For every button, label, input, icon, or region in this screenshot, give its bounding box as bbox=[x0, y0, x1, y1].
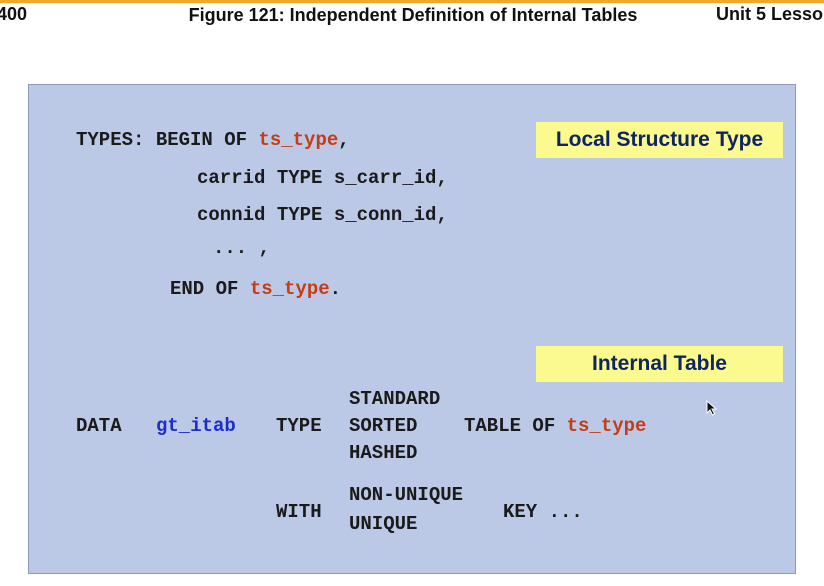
comma: , bbox=[338, 129, 350, 151]
end-of-line: END OF ts_type. bbox=[170, 278, 341, 300]
key-keyword: KEY ... bbox=[503, 501, 583, 523]
table-of-keyword: TABLE OF bbox=[464, 415, 567, 437]
types-keyword: TYPES: BEGIN OF bbox=[76, 129, 259, 151]
period: . bbox=[329, 278, 342, 300]
type-keyword: TYPE bbox=[276, 415, 322, 437]
ts-type-name: ts_type bbox=[258, 129, 339, 151]
figure-title: Figure 121: Independent Definition of In… bbox=[188, 5, 638, 25]
standard-option: STANDARD bbox=[349, 388, 441, 410]
connid-line: connid TYPE s_conn_id, bbox=[197, 204, 448, 226]
unit-lesson-label: Unit 5 Lesso bbox=[716, 4, 824, 24]
mouse-pointer-icon bbox=[706, 400, 718, 416]
ts-type-name: ts_type bbox=[566, 415, 647, 437]
internal-table-label: Internal Table bbox=[536, 346, 783, 382]
ellipsis-line: ... , bbox=[213, 237, 271, 259]
figure-slide: TYPES: BEGIN OF ts_type, carrid TYPE s_c… bbox=[28, 84, 796, 574]
with-keyword: WITH bbox=[276, 501, 322, 523]
non-unique-option: NON-UNIQUE bbox=[349, 484, 464, 506]
top-accent-bar bbox=[0, 0, 824, 3]
ts-type-name: ts_type bbox=[249, 278, 330, 300]
carrid-line: carrid TYPE s_carr_id, bbox=[197, 167, 448, 189]
local-structure-type-label: Local Structure Type bbox=[536, 122, 783, 158]
end-of-keyword: END OF bbox=[170, 278, 250, 300]
page-number: 400 bbox=[0, 4, 28, 24]
unique-option: UNIQUE bbox=[349, 513, 418, 535]
sorted-option: SORTED bbox=[349, 415, 418, 437]
hashed-option: HASHED bbox=[349, 442, 418, 464]
gt-itab-variable: gt_itab bbox=[156, 415, 236, 437]
table-of-line: TABLE OF ts_type bbox=[464, 415, 646, 437]
types-begin-line: TYPES: BEGIN OF ts_type, bbox=[76, 129, 350, 151]
data-keyword: DATA bbox=[76, 415, 122, 437]
